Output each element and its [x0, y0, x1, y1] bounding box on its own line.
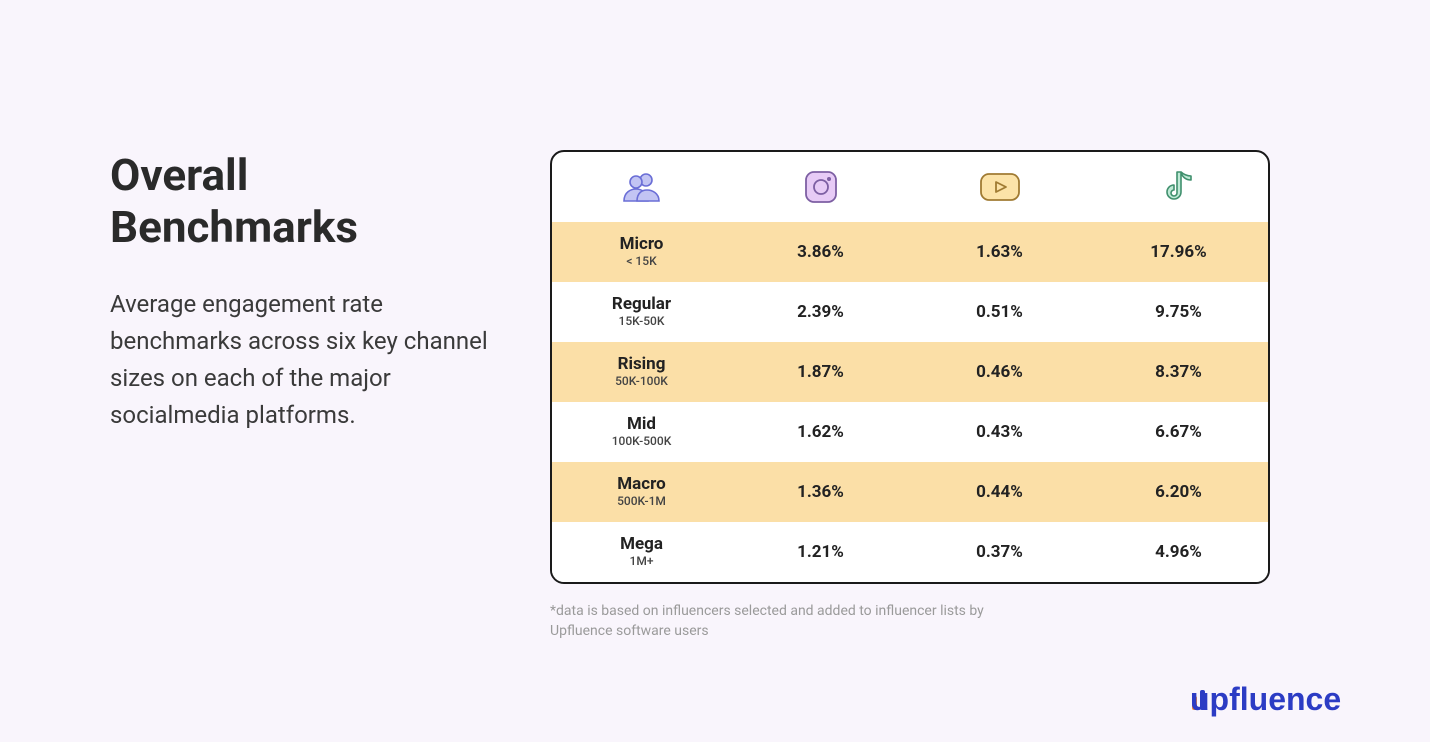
table-header-row [552, 152, 1268, 222]
people-icon [622, 172, 662, 202]
tier-cell: Rising 50K-100K [552, 355, 731, 389]
slide-content: Overall Benchmarks Average engagement ra… [0, 0, 1430, 641]
text-block: Overall Benchmarks Average engagement ra… [110, 150, 490, 435]
tier-name: Regular [612, 295, 671, 315]
value-youtube: 0.46% [910, 362, 1089, 382]
value-tiktok: 6.67% [1089, 422, 1268, 442]
table-header-instagram [731, 170, 910, 204]
table-container: Micro < 15K 3.86% 1.63% 17.96% Regular 1… [550, 150, 1270, 641]
value-youtube: 0.43% [910, 422, 1089, 442]
table-row: Mega 1M+ 1.21% 0.37% 4.96% [552, 522, 1268, 582]
table-header-youtube [910, 172, 1089, 202]
tier-cell: Macro 500K-1M [552, 475, 731, 509]
upfluence-logo-icon: upfluence [1190, 678, 1380, 720]
tier-name: Micro [620, 235, 664, 255]
tiktok-icon [1164, 169, 1194, 205]
value-instagram: 3.86% [731, 242, 910, 262]
value-tiktok: 17.96% [1089, 242, 1268, 262]
tier-cell: Micro < 15K [552, 235, 731, 269]
value-youtube: 0.51% [910, 302, 1089, 322]
value-youtube: 0.37% [910, 542, 1089, 562]
table-row: Micro < 15K 3.86% 1.63% 17.96% [552, 222, 1268, 282]
youtube-icon [979, 172, 1021, 202]
tier-cell: Regular 15K-50K [552, 295, 731, 329]
page-title: Overall Benchmarks [110, 150, 490, 254]
value-youtube: 0.44% [910, 482, 1089, 502]
tier-range: 15K-50K [619, 315, 665, 329]
value-instagram: 1.87% [731, 362, 910, 382]
tier-range: 100K-500K [612, 435, 672, 449]
footnote: *data is based on influencers selected a… [550, 602, 1010, 641]
tier-cell: Mega 1M+ [552, 535, 731, 569]
page-subtitle: Average engagement rate benchmarks acros… [110, 286, 490, 435]
table-row: Rising 50K-100K 1.87% 0.46% 8.37% [552, 342, 1268, 402]
value-youtube: 1.63% [910, 242, 1089, 262]
value-instagram: 1.62% [731, 422, 910, 442]
tier-range: 1M+ [630, 555, 654, 569]
tier-range: 500K-1M [617, 495, 666, 509]
table-row: Regular 15K-50K 2.39% 0.51% 9.75% [552, 282, 1268, 342]
value-tiktok: 9.75% [1089, 302, 1268, 322]
value-tiktok: 8.37% [1089, 362, 1268, 382]
tier-name: Rising [618, 355, 666, 375]
benchmarks-table: Micro < 15K 3.86% 1.63% 17.96% Regular 1… [550, 150, 1270, 584]
brand-logo: upfluence [1190, 678, 1380, 720]
tier-name: Mega [620, 535, 663, 555]
instagram-icon [804, 170, 838, 204]
table-row: Macro 500K-1M 1.36% 0.44% 6.20% [552, 462, 1268, 522]
table-header-tiktok [1089, 169, 1268, 205]
tier-range: < 15K [626, 255, 656, 269]
tier-name: Mid [627, 415, 656, 435]
value-instagram: 2.39% [731, 302, 910, 322]
table-header-audience [552, 172, 731, 202]
tier-cell: Mid 100K-500K [552, 415, 731, 449]
table-row: Mid 100K-500K 1.62% 0.43% 6.67% [552, 402, 1268, 462]
value-tiktok: 4.96% [1089, 542, 1268, 562]
svg-text:upfluence: upfluence [1190, 681, 1341, 717]
value-instagram: 1.36% [731, 482, 910, 502]
tier-range: 50K-100K [615, 375, 668, 389]
value-tiktok: 6.20% [1089, 482, 1268, 502]
value-instagram: 1.21% [731, 542, 910, 562]
tier-name: Macro [617, 475, 665, 495]
